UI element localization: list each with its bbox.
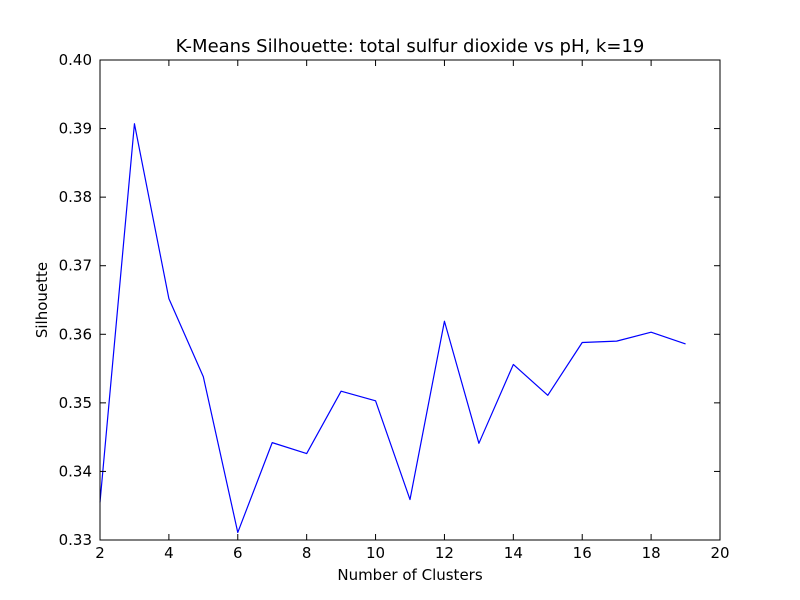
x-axis-label: Number of Clusters bbox=[337, 566, 482, 584]
x-tick-label-0: 2 bbox=[95, 544, 105, 562]
x-tick-label-7: 16 bbox=[573, 544, 592, 562]
x-tick-label-9: 20 bbox=[710, 544, 729, 562]
x-tick-label-6: 14 bbox=[504, 544, 523, 562]
x-tick-label-8: 18 bbox=[642, 544, 661, 562]
y-tick-label-5: 0.38 bbox=[59, 188, 92, 206]
y-tick-label-0: 0.33 bbox=[59, 531, 92, 549]
plot-frame bbox=[99, 59, 721, 541]
y-tick-label-3: 0.36 bbox=[59, 325, 92, 343]
y-tick-label-7: 0.40 bbox=[59, 51, 92, 69]
y-tick-label-4: 0.37 bbox=[59, 257, 92, 275]
x-tick-label-4: 10 bbox=[366, 544, 385, 562]
x-tick-label-1: 4 bbox=[164, 544, 174, 562]
y-tick-label-2: 0.35 bbox=[59, 394, 92, 412]
series-line-0 bbox=[99, 123, 686, 534]
plot-area: 2 4 6 8 10 12 14 16 18 20 0.33 0.34 0.35 0.36 0.37 0.38… bbox=[59, 51, 730, 562]
x-tick-label-5: 12 bbox=[435, 544, 454, 562]
x-tick-label-2: 6 bbox=[233, 544, 243, 562]
y-tick-label-6: 0.39 bbox=[59, 120, 92, 138]
x-tick-label-3: 8 bbox=[302, 544, 312, 562]
y-axis-label: Silhouette bbox=[33, 262, 51, 338]
chart-title: K-Means Silhouette: total sulfur dioxide… bbox=[176, 36, 645, 57]
y-tick-label-1: 0.34 bbox=[59, 462, 92, 480]
